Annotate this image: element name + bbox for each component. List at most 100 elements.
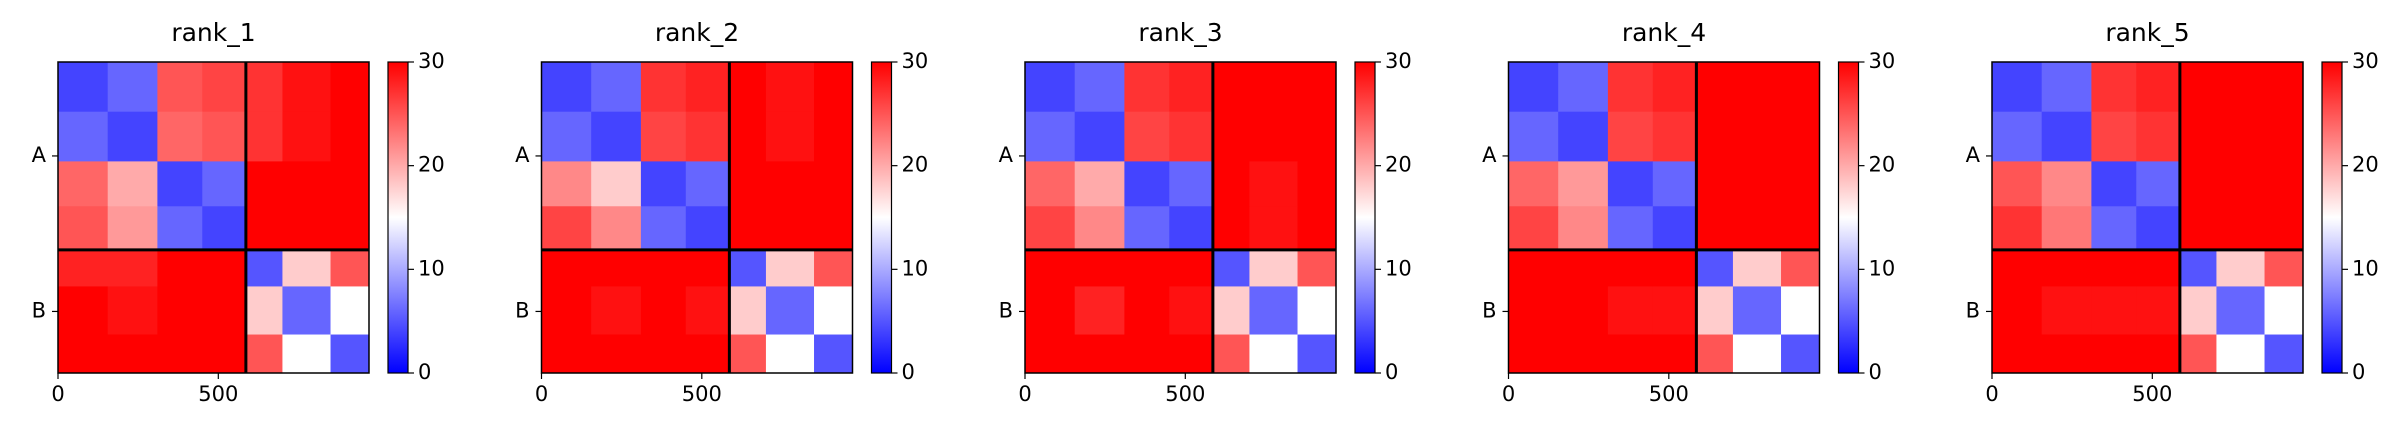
heatmap-cell: [2216, 111, 2266, 162]
heatmap-cell: [1025, 249, 1076, 287]
heatmap-cell: [58, 111, 109, 162]
heatmap-cell: [1652, 161, 1697, 207]
heatmap-cell: [1249, 111, 1299, 162]
panel-title: rank_4: [1622, 18, 1706, 47]
heatmap-cell: [1508, 286, 1559, 336]
heatmap-cell: [765, 62, 815, 113]
heatmap-cell: [640, 206, 687, 251]
heatmap-cell: [1169, 161, 1214, 207]
y-tick-label: B: [999, 298, 1013, 322]
heatmap-cell: [202, 334, 247, 374]
heatmap-cell: [107, 286, 158, 336]
heatmap-cell: [330, 161, 370, 207]
heatmap-cell: [1652, 334, 1697, 374]
heatmap-cell: [1124, 334, 1170, 374]
colorbar-tick-label: 20: [2352, 153, 2379, 177]
plot-frame: [57, 61, 370, 374]
heatmap-cell: [765, 206, 815, 251]
heatmap-cell: [1781, 161, 1820, 207]
heatmap-cell: [245, 249, 283, 287]
heatmap-cell: [1169, 249, 1214, 287]
heatmap-cell: [541, 161, 592, 207]
heatmap-cell: [1558, 62, 1609, 113]
heatmap-cell: [1732, 161, 1782, 207]
heatmap-cell: [541, 334, 592, 374]
heatmap-cell: [1992, 161, 2043, 207]
heatmap-cell: [541, 111, 592, 162]
heatmap-cell: [2136, 249, 2181, 287]
heatmap-cell: [2091, 111, 2137, 162]
heatmap-cell: [814, 62, 853, 113]
heatmap-cell: [541, 62, 592, 113]
heatmap-cell: [685, 206, 730, 251]
heatmap-cell: [765, 249, 815, 287]
heatmap-cell: [1992, 62, 2043, 113]
colorbar-tick-label: 0: [2352, 360, 2365, 384]
heatmap-cell: [157, 206, 203, 251]
heatmap-cell: [1558, 206, 1609, 251]
heatmap-cell: [2264, 249, 2304, 287]
heatmap-cell: [2264, 62, 2304, 113]
heatmap-cell: [1508, 111, 1559, 162]
heatmap-cell: [1992, 334, 2043, 374]
colorbar-tick-label: 30: [2352, 49, 2379, 73]
x-tick-label: 0: [1502, 382, 1515, 406]
heatmap-cell: [1212, 62, 1250, 113]
panel-title: rank_5: [2105, 18, 2189, 47]
colorbar: [870, 61, 893, 374]
heatmap-cell: [107, 111, 158, 162]
heatmap-cell: [1696, 62, 1734, 113]
heatmap-cell: [2091, 206, 2137, 251]
heatmap-cell: [1558, 161, 1609, 207]
y-tick-label: B: [32, 298, 46, 322]
heatmap-cell: [591, 161, 642, 207]
heatmap-cell: [2179, 334, 2217, 374]
heatmap-cell: [640, 111, 687, 162]
heatmap-cell: [2041, 62, 2092, 113]
heatmap-cell: [1652, 249, 1697, 287]
x-tick-label: 500: [1649, 382, 1689, 406]
heatmap-cell: [814, 206, 853, 251]
heatmap-cell: [1607, 161, 1654, 207]
heatmap-cell: [1212, 249, 1250, 287]
heatmap-cell: [1212, 111, 1250, 162]
heatmap-cell: [1781, 62, 1820, 113]
heatmap-cell: [2041, 161, 2092, 207]
heatmap-cell: [157, 62, 203, 113]
heatmap-cell: [729, 206, 767, 251]
heatmap-cell: [1249, 249, 1299, 287]
heatmap-cell: [2041, 334, 2092, 374]
heatmap-cell: [2091, 249, 2137, 287]
heatmap-cell: [1124, 161, 1170, 207]
heatmap-cell: [58, 161, 109, 207]
heatmap-cell: [1732, 334, 1782, 374]
heatmap-cell: [2136, 111, 2181, 162]
heatmap-cell: [1992, 111, 2043, 162]
x-tick-label: 500: [198, 382, 238, 406]
heatmap-cell: [1696, 206, 1734, 251]
heatmap-cell: [2041, 111, 2092, 162]
heatmap-cell: [1297, 111, 1337, 162]
heatmap-cell: [2091, 62, 2137, 113]
colorbar: [2321, 61, 2343, 374]
heatmap-cell: [1297, 161, 1337, 207]
colorbar-tick-label: 0: [1385, 360, 1398, 384]
heatmap-cell: [58, 286, 109, 336]
heatmap-cell: [157, 161, 203, 207]
heatmap-cell: [2091, 286, 2137, 336]
heatmap-cell: [1992, 206, 2043, 251]
heatmap-cell: [1732, 62, 1782, 113]
heatmap-cell: [2179, 206, 2217, 251]
heatmap-cell: [1025, 161, 1076, 207]
heatmap-cell: [1732, 249, 1782, 287]
heatmap-cell: [1212, 206, 1250, 251]
heatmap-cell: [157, 334, 203, 374]
heatmap-cell: [245, 161, 283, 207]
panel-title: rank_3: [1138, 18, 1222, 47]
heatmap-cell: [1558, 249, 1609, 287]
heatmap-cell: [729, 286, 767, 336]
heatmap-cell: [2041, 206, 2092, 251]
plot-frame: [540, 61, 854, 374]
heatmap-cell: [1297, 286, 1337, 336]
heatmap-cell: [1558, 286, 1609, 336]
